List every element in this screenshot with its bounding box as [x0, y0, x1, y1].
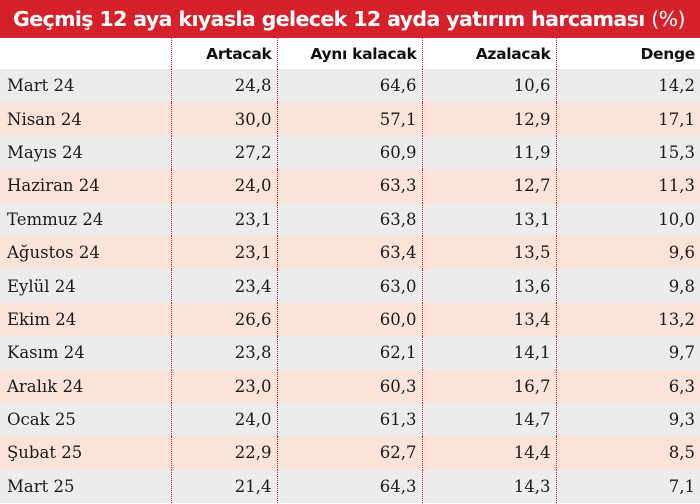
value-cell: 63,4	[277, 235, 423, 270]
value-cell: 9,7	[556, 336, 700, 370]
value-cell: 10,0	[556, 202, 700, 236]
chart-title-unit: (%)	[651, 7, 685, 31]
value-cell: 13,1	[422, 202, 557, 236]
value-cell: 12,7	[422, 169, 557, 203]
value-cell: 60,3	[277, 369, 423, 403]
header-cell-month	[0, 38, 172, 69]
header-cell: Artacak	[171, 38, 278, 69]
header-cell: Denge	[556, 38, 700, 69]
value-cell: 13,4	[422, 302, 557, 337]
chart-title-text: Geçmiş 12 aya kıyasla gelecek 12 ayda ya…	[13, 7, 645, 31]
value-cell: 63,3	[277, 169, 423, 203]
value-cell: 23,1	[171, 202, 278, 236]
value-cell: 23,0	[171, 369, 278, 403]
value-cell: 13,2	[556, 302, 700, 337]
value-cell: 14,1	[422, 336, 557, 370]
table-row: Aralık 24 23,0 60,3 16,7 6,3	[0, 369, 700, 403]
data-table: Artacak Aynı kalacak Azalacak Denge Mart 24…	[0, 38, 700, 504]
value-cell: 11,3	[556, 169, 700, 203]
row-label: Ekim 24	[0, 302, 172, 337]
row-label: Kasım 24	[0, 336, 172, 370]
table-row: Mart 24 24,8 64,6 10,6 14,2	[0, 69, 700, 103]
value-cell: 11,9	[422, 135, 557, 170]
value-cell: 13,6	[422, 269, 557, 303]
table-body: Mart 24 24,8 64,6 10,6 14,2 Nisan 24 30,0 57,1 1…	[0, 69, 700, 504]
row-label: Mayıs 24	[0, 135, 172, 170]
value-cell: 21,4	[171, 469, 278, 504]
row-label: Aralık 24	[0, 369, 172, 403]
value-cell: 23,4	[171, 269, 278, 303]
value-cell: 23,1	[171, 235, 278, 270]
value-cell: 14,3	[422, 469, 557, 504]
value-cell: 30,0	[171, 102, 278, 136]
value-cell: 60,9	[277, 135, 423, 170]
value-cell: 9,6	[556, 235, 700, 270]
value-cell: 22,9	[171, 436, 278, 470]
row-label: Ağustos 24	[0, 235, 172, 270]
header-row: Artacak Aynı kalacak Azalacak Denge	[0, 38, 700, 69]
row-label: Ocak 25	[0, 402, 172, 437]
table-row: Temmuz 24 23,1 63,8 13,1 10,0	[0, 202, 700, 236]
table-row: Ağustos 24 23,1 63,4 13,5 9,6	[0, 235, 700, 270]
value-cell: 63,0	[277, 269, 423, 303]
value-cell: 26,6	[171, 302, 278, 337]
table-row: Mart 25 21,4 64,3 14,3 7,1	[0, 469, 700, 504]
value-cell: 63,8	[277, 202, 423, 236]
value-cell: 14,4	[422, 436, 557, 470]
value-cell: 62,7	[277, 436, 423, 470]
value-cell: 23,8	[171, 336, 278, 370]
table-row: Nisan 24 30,0 57,1 12,9 17,1	[0, 102, 700, 136]
value-cell: 60,0	[277, 302, 423, 337]
row-label: Şubat 25	[0, 436, 172, 470]
table-row: Ekim 24 26,6 60,0 13,4 13,2	[0, 302, 700, 337]
value-cell: 24,0	[171, 402, 278, 437]
table-row: Eylül 24 23,4 63,0 13,6 9,8	[0, 269, 700, 303]
value-cell: 14,7	[422, 402, 557, 437]
value-cell: 24,8	[171, 69, 278, 103]
value-cell: 6,3	[556, 369, 700, 403]
table-row: Haziran 24 24,0 63,3 12,7 11,3	[0, 169, 700, 203]
row-label: Temmuz 24	[0, 202, 172, 236]
value-cell: 61,3	[277, 402, 423, 437]
value-cell: 12,9	[422, 102, 557, 136]
row-label: Mart 24	[0, 69, 172, 103]
header-cell: Azalacak	[422, 38, 557, 69]
table-row: Kasım 24 23,8 62,1 14,1 9,7	[0, 336, 700, 370]
table-row: Ocak 25 24,0 61,3 14,7 9,3	[0, 402, 700, 437]
row-label: Eylül 24	[0, 269, 172, 303]
value-cell: 7,1	[556, 469, 700, 504]
value-cell: 24,0	[171, 169, 278, 203]
header-cell: Aynı kalacak	[277, 38, 423, 69]
value-cell: 17,1	[556, 102, 700, 136]
row-label: Nisan 24	[0, 102, 172, 136]
value-cell: 13,5	[422, 235, 557, 270]
value-cell: 9,8	[556, 269, 700, 303]
value-cell: 64,3	[277, 469, 423, 504]
table-row: Şubat 25 22,9 62,7 14,4 8,5	[0, 436, 700, 470]
value-cell: 15,3	[556, 135, 700, 170]
row-label: Haziran 24	[0, 169, 172, 203]
table-row: Mayıs 24 27,2 60,9 11,9 15,3	[0, 135, 700, 170]
value-cell: 8,5	[556, 436, 700, 470]
chart-title: Geçmiş 12 aya kıyasla gelecek 12 ayda ya…	[0, 0, 700, 38]
value-cell: 64,6	[277, 69, 423, 103]
value-cell: 57,1	[277, 102, 423, 136]
row-label: Mart 25	[0, 469, 172, 504]
value-cell: 27,2	[171, 135, 278, 170]
value-cell: 10,6	[422, 69, 557, 103]
value-cell: 9,3	[556, 402, 700, 437]
value-cell: 16,7	[422, 369, 557, 403]
value-cell: 14,2	[556, 69, 700, 103]
value-cell: 62,1	[277, 336, 423, 370]
